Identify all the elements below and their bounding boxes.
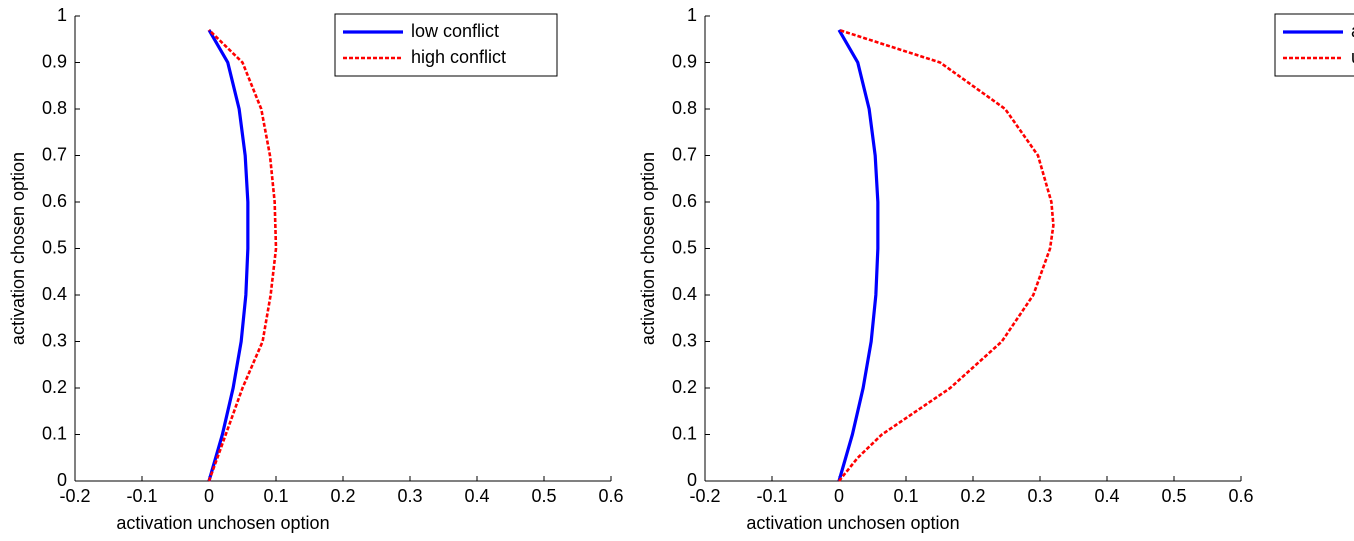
y-tick-label: 0 (57, 470, 67, 490)
x-tick-label: 0.2 (330, 486, 355, 506)
legend-box (334, 13, 558, 77)
y-tick-label: 0.3 (672, 330, 697, 350)
legend-label: low conflict (411, 21, 499, 41)
y-tick-label: 0.8 (42, 98, 67, 118)
y-tick-label: 0.6 (42, 191, 67, 211)
x-tick-label: 0.1 (263, 486, 288, 506)
x-tick-label: 0.5 (531, 486, 556, 506)
y-tick-label: 0.1 (42, 423, 67, 443)
x-tick-label: 0.4 (1094, 486, 1119, 506)
y-tick-label: 1 (687, 5, 697, 25)
data-line (837, 28, 1055, 482)
y-tick-label: 0.5 (672, 237, 697, 257)
x-tick-label: 0 (204, 486, 214, 506)
x-tick-label: 0.4 (464, 486, 489, 506)
data-line (207, 29, 278, 482)
x-tick-label: -0.1 (756, 486, 787, 506)
data-line (207, 29, 250, 482)
y-tick-label: 0.4 (672, 284, 697, 304)
legend-label: unattractive-chosen (1351, 47, 1354, 67)
y-tick-label: 0.7 (42, 144, 67, 164)
x-tick-label: 0.3 (1027, 486, 1052, 506)
x-tick-label: 0.2 (960, 486, 985, 506)
y-tick-label: 0.1 (672, 423, 697, 443)
y-tick-label: 0.7 (672, 144, 697, 164)
y-tick-label: 0.3 (42, 330, 67, 350)
y-tick-label: 0.2 (42, 377, 67, 397)
data-line (837, 29, 880, 482)
y-tick-label: 0.2 (672, 377, 697, 397)
legend-label: high conflict (411, 47, 506, 67)
y-tick-label: 0.9 (42, 51, 67, 71)
y-tick-label: 0.8 (672, 98, 697, 118)
y-tick-label: 1 (57, 5, 67, 25)
x-axis-label: activation unchosen option (116, 513, 329, 533)
x-tick-label: -0.1 (126, 486, 157, 506)
y-axis-label: activation chosen option (638, 152, 658, 345)
legend-label: attractive-chosen (1351, 21, 1354, 41)
y-tick-label: 0 (687, 470, 697, 490)
x-tick-label: 0.6 (598, 486, 623, 506)
y-tick-label: 0.5 (42, 237, 67, 257)
legend-box (1274, 13, 1354, 77)
x-tick-label: 0 (834, 486, 844, 506)
y-axis-label: activation chosen option (8, 152, 28, 345)
x-tick-label: -0.2 (689, 486, 720, 506)
x-tick-label: 0.3 (397, 486, 422, 506)
y-tick-label: 0.9 (672, 51, 697, 71)
x-tick-label: 0.6 (1228, 486, 1253, 506)
y-tick-label: 0.4 (42, 284, 67, 304)
x-tick-label: 0.1 (893, 486, 918, 506)
x-tick-label: -0.2 (59, 486, 90, 506)
y-tick-label: 0.6 (672, 191, 697, 211)
x-axis-label: activation unchosen option (746, 513, 959, 533)
x-tick-label: 0.5 (1161, 486, 1186, 506)
